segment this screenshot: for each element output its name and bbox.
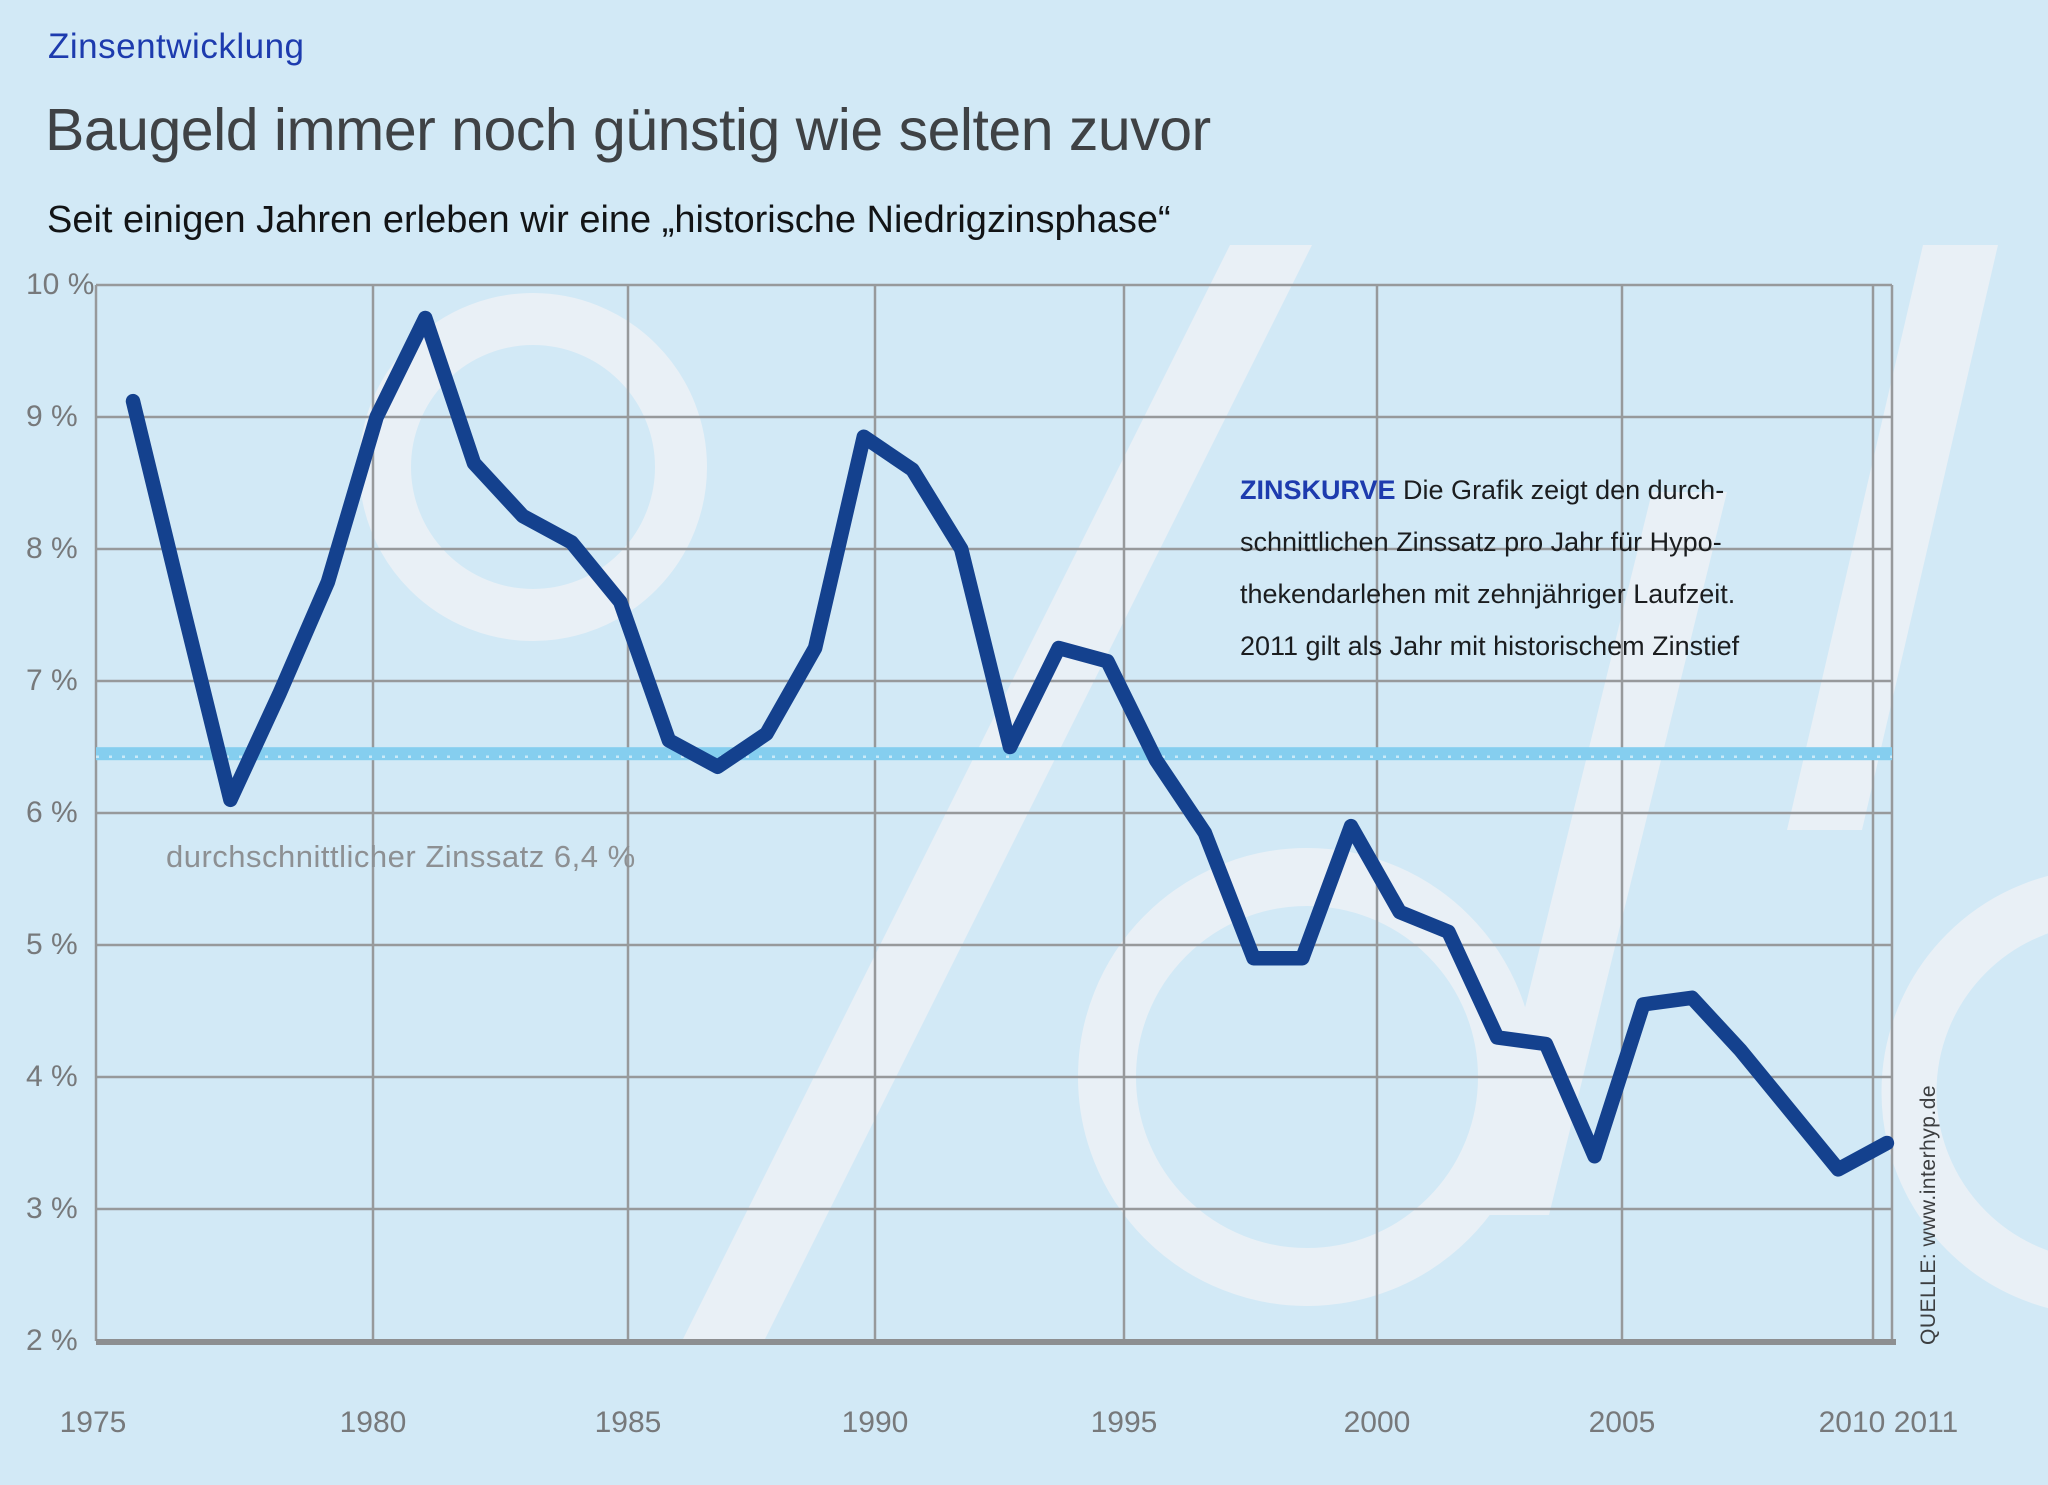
interest-rate-line [125, 310, 1895, 1177]
x-axis-label: 1980 [339, 1406, 407, 1439]
x-axis-label: 1995 [1090, 1406, 1158, 1439]
source-credit: QUELLE: www.interhyp.de [1917, 1084, 1940, 1345]
y-axis-label: 8 % [26, 532, 78, 565]
annotation-line: schnittlichen Zinssatz pro Jahr für Hypo… [1240, 527, 1722, 557]
annotation-lead-label: ZINSKURVE [1240, 475, 1396, 505]
average-rate-band [96, 747, 1892, 761]
annotation-line: ZINSKURVE Die Grafik zeigt den durch- [1240, 464, 1820, 516]
x-axis-label: 1990 [841, 1406, 909, 1439]
kicker: Zinsentwicklung [48, 27, 305, 66]
page-subtitle: Seit einigen Jahren erleben wir eine „hi… [47, 199, 1171, 241]
x-axis-label: 1985 [594, 1406, 662, 1439]
y-axis-label: 6 % [26, 796, 78, 829]
gridlines [94, 283, 1894, 1341]
annotation-line: thekendarlehen mit zehnjähriger Laufzeit… [1240, 579, 1736, 609]
x-axis-label: 2011 [1893, 1406, 1959, 1439]
x-axis-label: 2005 [1588, 1406, 1656, 1439]
y-axis-label: 3 % [26, 1192, 78, 1225]
y-axis-label: 9 % [26, 400, 78, 433]
x-axis-label: 2010 [1818, 1406, 1886, 1439]
x-axis-label: 1975 [59, 1406, 127, 1439]
average-rate-label: durchschnittlicher Zinssatz 6,4 % [166, 839, 636, 874]
y-axis-label: 2 % [26, 1324, 78, 1357]
percent-watermark-icon [359, 245, 2048, 1345]
x-axis-label: 2000 [1343, 1406, 1411, 1439]
y-axis-label: 10 % [26, 268, 95, 301]
annotation-text: Die Grafik zeigt den durch- [1403, 475, 1725, 505]
y-axis-label: 7 % [26, 664, 78, 697]
annotation-line: 2011 gilt als Jahr mit historischem Zins… [1240, 631, 1740, 661]
y-axis-label: 5 % [26, 928, 78, 961]
zinskurve-annotation: ZINSKURVE Die Grafik zeigt den durch- sc… [1240, 464, 1820, 672]
y-axis-label: 4 % [26, 1060, 78, 1093]
page-title: Baugeld immer noch günstig wie selten zu… [45, 97, 1211, 163]
